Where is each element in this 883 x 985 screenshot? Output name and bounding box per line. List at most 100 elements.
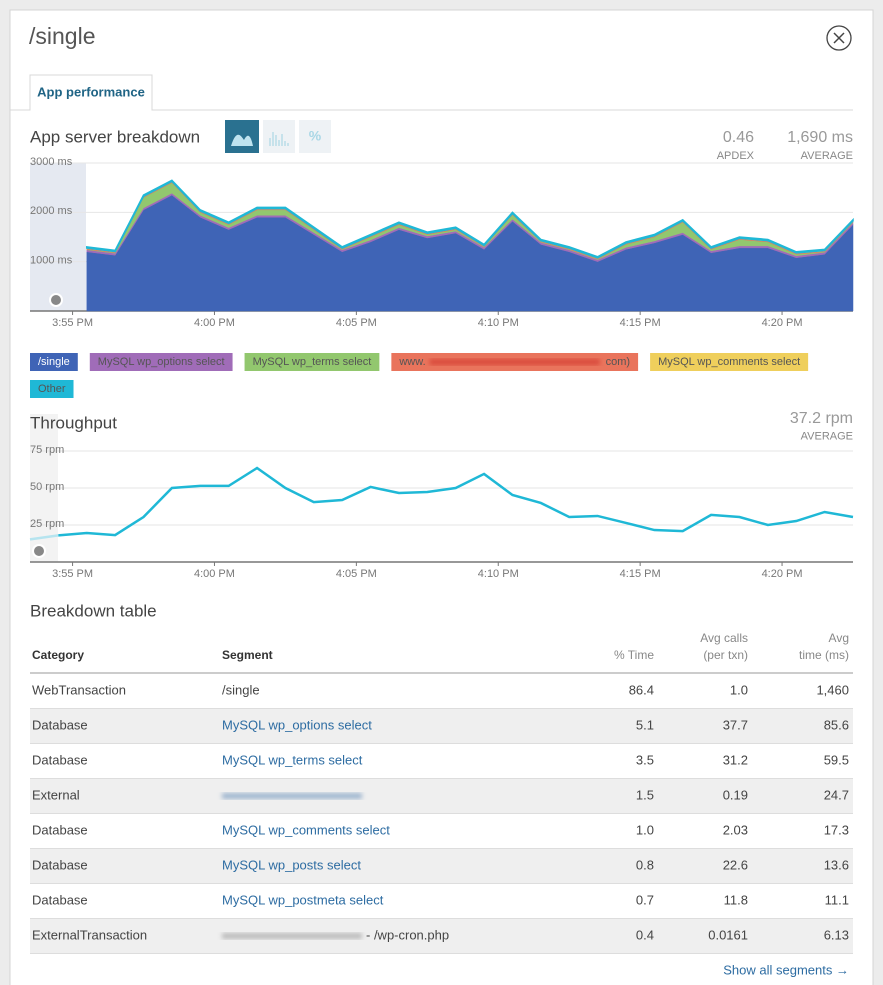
tab-border: [10, 74, 853, 111]
table-cell: 0.0161: [708, 927, 748, 942]
legend-label[interactable]: MySQL wp_terms select: [253, 356, 372, 368]
x-tick-label: 3:55 PM: [52, 568, 93, 580]
row-stripe: [30, 849, 853, 884]
loading-icon: [32, 544, 46, 558]
x-tick-label: 4:00 PM: [194, 317, 235, 329]
tab-label[interactable]: App performance: [37, 84, 145, 99]
legend-label[interactable]: com): [606, 356, 630, 368]
percent-button-label[interactable]: %: [309, 128, 322, 144]
view-area-button[interactable]: [225, 120, 259, 153]
stat-label: AVERAGE: [801, 431, 853, 443]
redacted: [429, 359, 600, 365]
table-title: Breakdown table: [30, 601, 157, 620]
faded-line: [29, 534, 59, 541]
table-cell: 59.5: [824, 752, 849, 767]
legend-item[interactable]: MySQL wp_options select: [89, 353, 233, 371]
chart-title: Throughput: [30, 413, 117, 432]
table-cell: Database: [32, 857, 88, 872]
row-stripe: [30, 919, 853, 954]
table-cell: 86.4: [629, 682, 654, 697]
view-bars-button[interactable]: [263, 120, 295, 153]
x-tick-label: 4:15 PM: [620, 317, 661, 329]
table-cell[interactable]: MySQL wp_posts select: [222, 857, 361, 872]
table-cell: Database: [32, 717, 88, 732]
chart-title: App server breakdown: [30, 127, 200, 146]
table-cell: Database: [32, 822, 88, 837]
table-cell: 31.2: [723, 752, 748, 767]
table-cell: WebTransaction: [32, 682, 126, 697]
y-tick-label: 1000 ms: [30, 255, 73, 267]
panel: [9, 9, 874, 985]
x-tick-label: 3:55 PM: [52, 317, 93, 329]
table-cell: ExternalTransaction: [32, 927, 147, 942]
legend-label[interactable]: MySQL wp_options select: [98, 356, 225, 368]
tab[interactable]: [31, 76, 151, 111]
table-cell: 0.8: [636, 857, 654, 872]
loading-icon: [49, 293, 63, 307]
x-tick-label: 4:05 PM: [336, 317, 377, 329]
legend-item[interactable]: MySQL wp_terms select: [244, 353, 380, 371]
stat-value: 1,690 ms: [787, 129, 853, 146]
legend-label[interactable]: MySQL wp_comments select: [658, 356, 800, 368]
redacted: [222, 933, 362, 939]
table-cell: 11.1: [825, 892, 849, 907]
legend-label[interactable]: /single: [38, 356, 70, 368]
page-title: /single: [29, 23, 95, 49]
x-tick-label: 4:00 PM: [194, 568, 235, 580]
legend-swatch[interactable]: [89, 353, 233, 371]
table-cell: 3.5: [636, 752, 654, 767]
table-cell: 13.6: [824, 857, 849, 872]
legend-item[interactable]: /single: [30, 353, 78, 371]
table-cell: 1,460: [816, 682, 849, 697]
legend-swatch[interactable]: [30, 353, 78, 371]
x-tick-label: 4:20 PM: [762, 317, 803, 329]
table-cell: 1.0: [636, 822, 654, 837]
x-tick-label: 4:10 PM: [478, 568, 519, 580]
table-cell: 6.13: [824, 927, 849, 942]
stat-label: APDEX: [717, 150, 755, 162]
column-header: (per txn): [703, 648, 748, 662]
legend-label[interactable]: Other: [38, 383, 66, 395]
legend-item[interactable]: www. com): [391, 353, 639, 371]
line: [58, 466, 854, 537]
view-percent-button[interactable]: [299, 120, 331, 153]
table-cell: Database: [32, 892, 88, 907]
legend-swatch[interactable]: [30, 380, 74, 398]
x-tick-label: 4:20 PM: [762, 568, 803, 580]
row-stripe: [30, 779, 853, 814]
redacted: [222, 793, 362, 799]
table-cell[interactable]: MySQL wp_comments select: [222, 822, 390, 837]
legend-label[interactable]: www.: [398, 356, 425, 368]
stat-value: 0.46: [723, 129, 754, 146]
table-cell: Database: [32, 752, 88, 767]
table-cell: 37.7: [723, 717, 748, 732]
column-header: time (ms): [799, 648, 849, 662]
row-stripe: [30, 709, 853, 744]
table-cell: 0.7: [636, 892, 654, 907]
incomplete-region: [30, 163, 86, 311]
stat-value: 37.2 rpm: [790, 410, 853, 427]
table-cell: 24.7: [824, 787, 849, 802]
y-tick-label: 50 rpm: [30, 481, 64, 493]
legend-item[interactable]: MySQL wp_comments select: [650, 353, 809, 371]
table-cell[interactable]: MySQL wp_options select: [222, 717, 372, 732]
legend-swatch[interactable]: [650, 353, 809, 371]
table-cell[interactable]: - /wp-cron.php: [366, 927, 449, 942]
close-button[interactable]: [826, 25, 852, 51]
column-header: Avg: [829, 631, 849, 645]
table-cell[interactable]: MySQL wp_terms select: [222, 752, 363, 767]
table-cell: 5.1: [636, 717, 654, 732]
area: [86, 179, 854, 259]
table-cell[interactable]: MySQL wp_postmeta select: [222, 892, 384, 907]
legend-item[interactable]: Other: [30, 380, 74, 398]
table-cell: 0.4: [636, 927, 654, 942]
y-tick-label: 25 rpm: [30, 518, 64, 530]
x-tick-label: 4:10 PM: [478, 317, 519, 329]
table-cell: 22.6: [723, 857, 748, 872]
column-header: Category: [32, 648, 84, 662]
legend-swatch[interactable]: [244, 353, 380, 371]
show-all-link[interactable]: Show all segments →: [723, 962, 849, 977]
stat-label: AVERAGE: [801, 150, 853, 162]
column-header: Avg calls: [700, 631, 748, 645]
